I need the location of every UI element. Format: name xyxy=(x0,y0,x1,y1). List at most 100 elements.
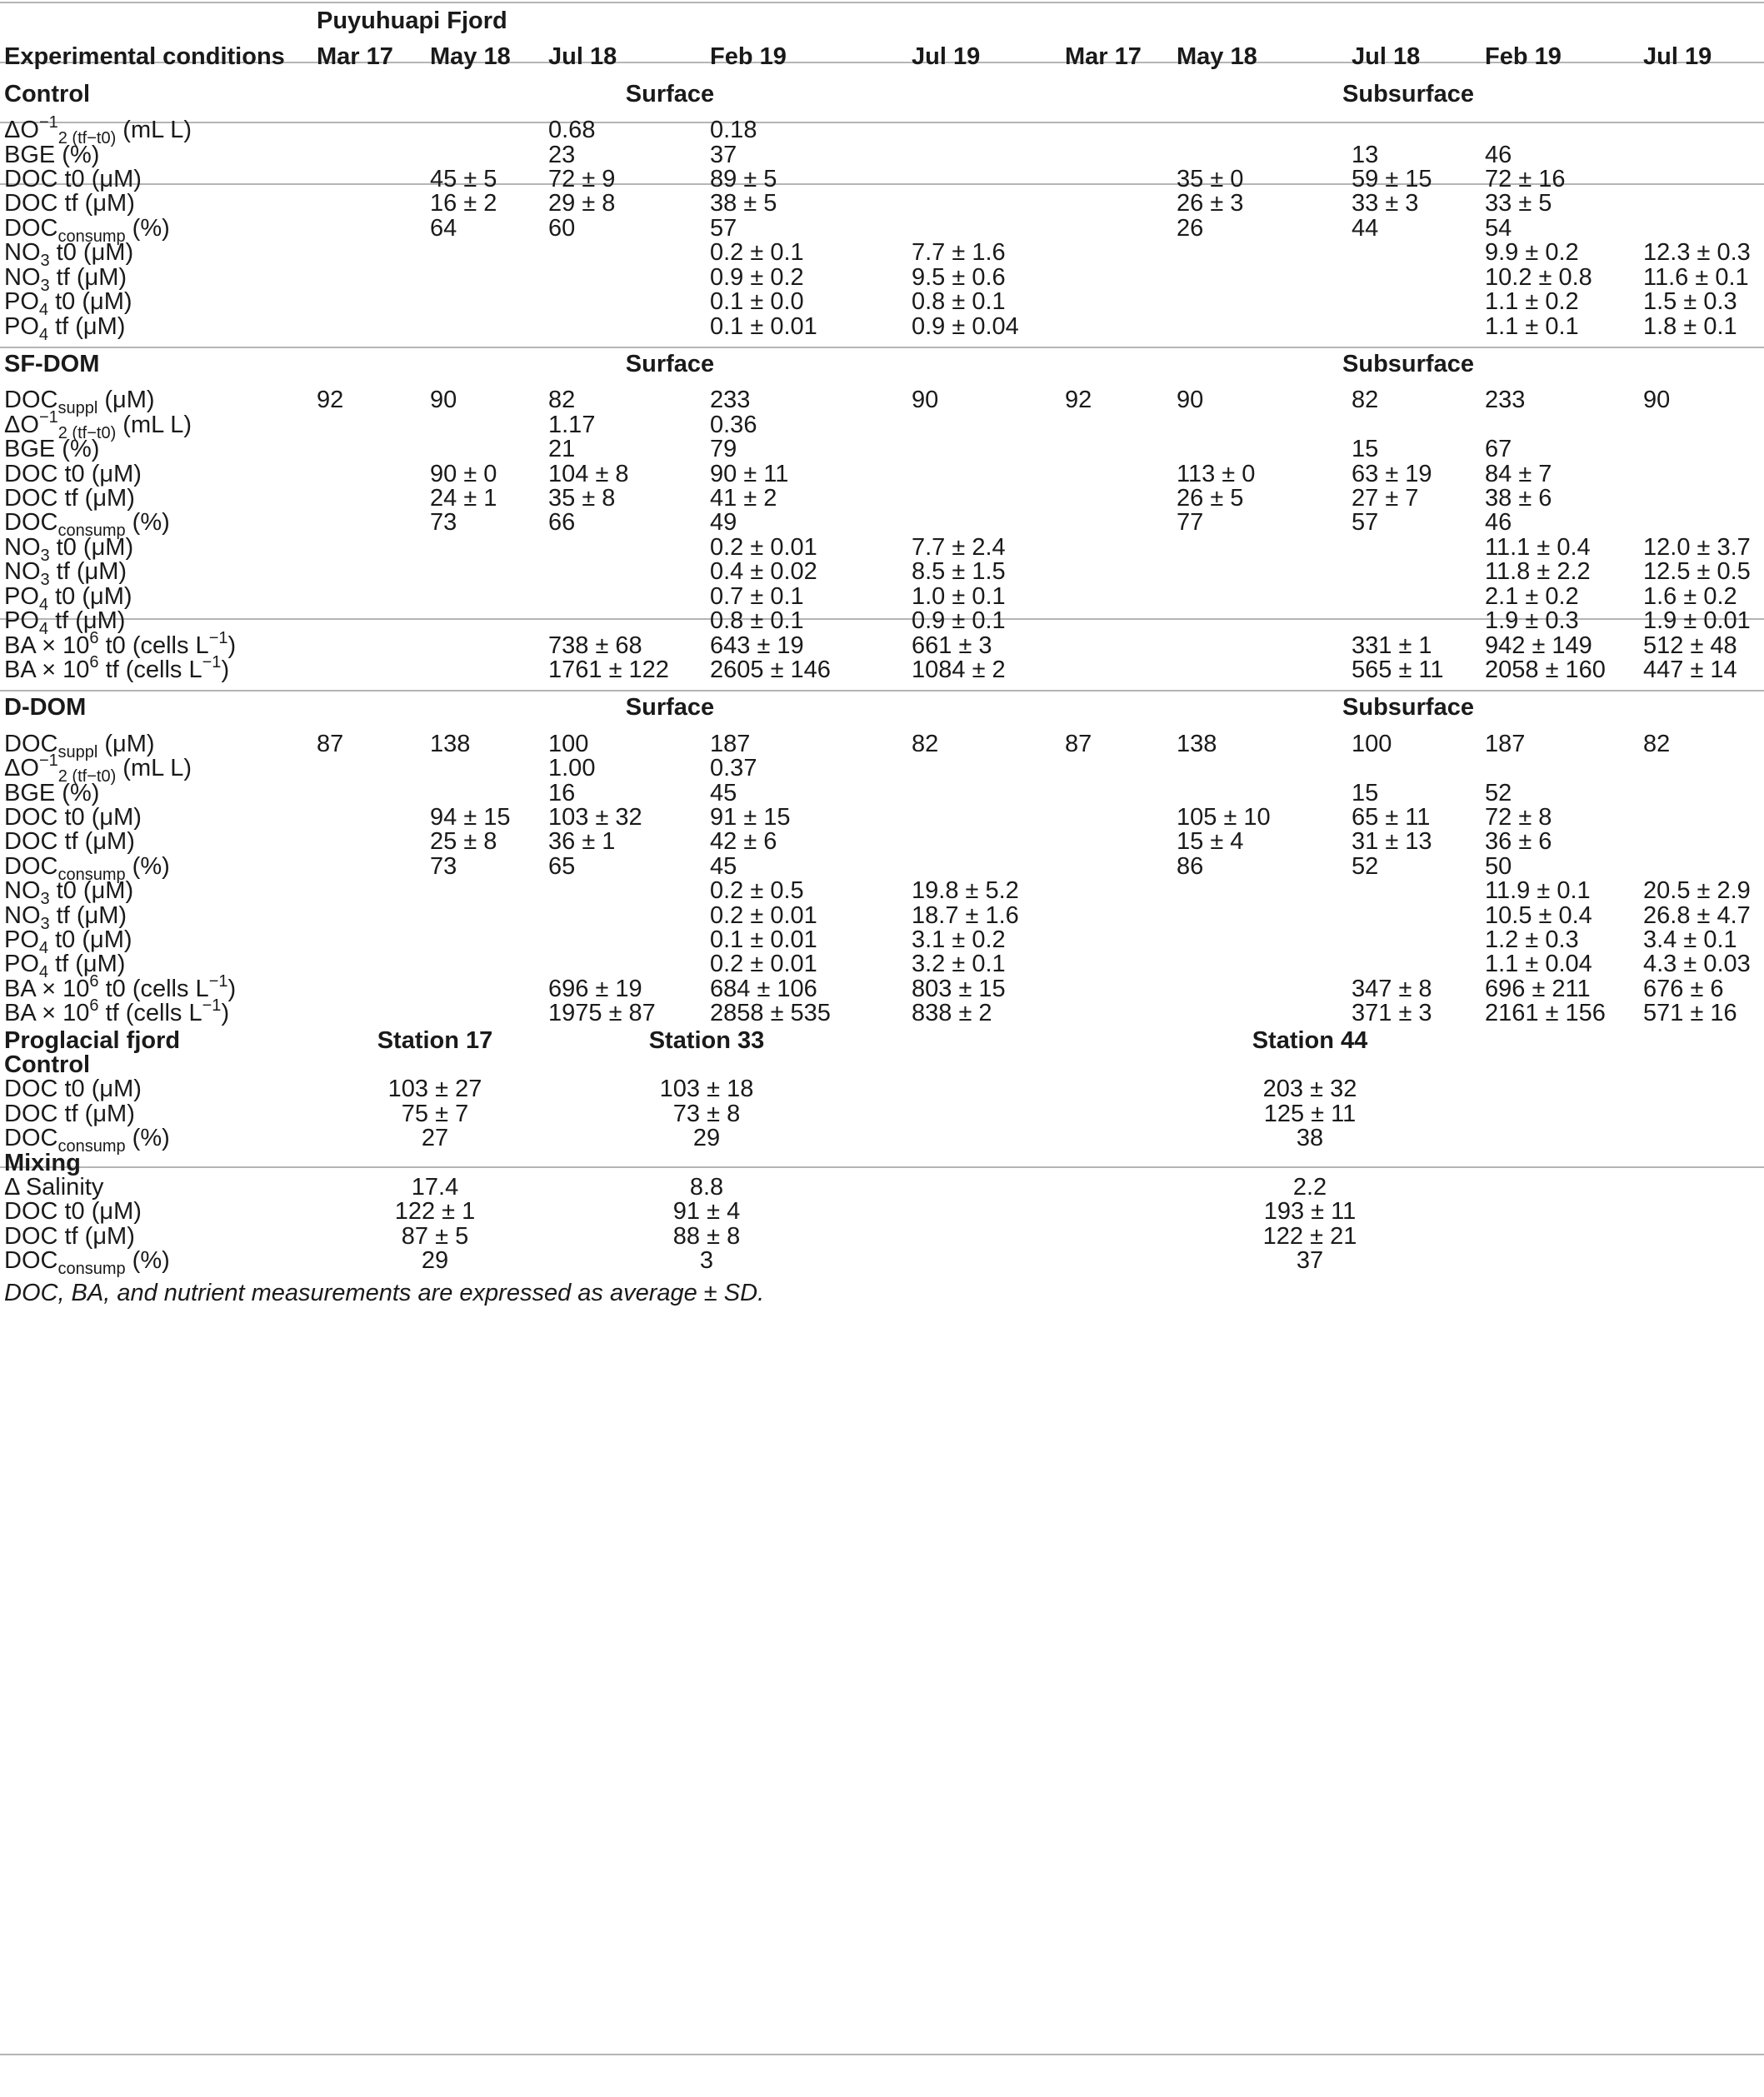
table-cell: 15 ± 4 xyxy=(1177,828,1244,855)
row-label: ΔO−12 (tf−t0) (mL L) xyxy=(4,408,192,442)
table-cell: 0.2 ± 0.01 xyxy=(710,902,817,929)
table-cell: 16 xyxy=(548,780,576,806)
row-label: BA × 106 tf (cells L−1) xyxy=(4,996,230,1026)
header-month: Jul 18 xyxy=(1352,43,1421,70)
header-month: May 18 xyxy=(430,43,511,70)
table-cell: 11.9 ± 0.1 xyxy=(1485,877,1591,904)
table-cell: 46 xyxy=(1485,509,1512,536)
table-cell: 696 ± 19 xyxy=(548,976,642,1002)
table-cell: 90 xyxy=(912,387,939,413)
section-rule xyxy=(0,347,1764,348)
row-label: DOCsuppl (μM) xyxy=(4,387,155,417)
table-cell: 0.9 ± 0.04 xyxy=(912,313,1019,340)
header-month: Mar 17 xyxy=(1065,43,1142,70)
table-cell: 45 xyxy=(710,780,737,806)
table-cell: 31 ± 13 xyxy=(1352,828,1432,855)
table-cell: 0.8 ± 0.1 xyxy=(710,607,804,634)
layer-subsurface: Subsurface xyxy=(1342,694,1474,721)
table-cell: 17.4 xyxy=(411,1174,459,1201)
row-label: NO3 t0 (μM) xyxy=(4,239,134,270)
table-cell: 9.5 ± 0.6 xyxy=(912,264,1006,291)
table-cell: 66 xyxy=(548,509,576,536)
table-cell: 18.7 ± 1.6 xyxy=(912,902,1019,929)
table-cell: 72 ± 8 xyxy=(1485,804,1552,831)
table-cell: 12.3 ± 0.3 xyxy=(1643,239,1751,266)
table-cell: 738 ± 68 xyxy=(548,632,642,659)
row-label: NO3 t0 (μM) xyxy=(4,877,134,908)
title-rule xyxy=(0,62,1764,63)
table-cell: 676 ± 6 xyxy=(1643,976,1724,1002)
table-cell: 1.2 ± 0.3 xyxy=(1485,926,1579,953)
table-cell: 50 xyxy=(1485,853,1512,880)
table-cell: 13 xyxy=(1352,142,1379,168)
row-label: DOC t0 (μM) xyxy=(4,461,142,487)
header-rule xyxy=(0,122,1764,123)
footnote: DOC, BA, and nutrient measurements are e… xyxy=(4,1280,765,1306)
proglacial-title: Proglacial fjord xyxy=(4,1027,181,1054)
table-cell: 57 xyxy=(710,215,737,242)
table-cell: 233 xyxy=(1485,387,1526,413)
table-cell: 1.9 ± 0.01 xyxy=(1643,607,1751,634)
table-cell: 0.2 ± 0.1 xyxy=(710,239,804,266)
section-name: SF-DOM xyxy=(4,351,100,377)
table-cell: 90 xyxy=(430,387,457,413)
table-cell: 0.2 ± 0.01 xyxy=(710,534,817,561)
table-cell: 371 ± 3 xyxy=(1352,1000,1432,1026)
table-cell: 1.5 ± 0.3 xyxy=(1643,288,1737,315)
row-label: PO4 tf (μM) xyxy=(4,951,126,981)
layer-subsurface: Subsurface xyxy=(1342,81,1474,107)
row-label: BGE (%) xyxy=(4,436,100,462)
table-cell: 0.37 xyxy=(710,755,757,781)
table-cell: 103 ± 27 xyxy=(387,1076,482,1102)
table-cell: 104 ± 8 xyxy=(548,461,629,487)
table-cell: 138 xyxy=(430,731,471,757)
table-cell: 63 ± 19 xyxy=(1352,461,1432,487)
table-cell: 26 ± 5 xyxy=(1177,485,1244,512)
row-label: BGE (%) xyxy=(4,780,100,806)
table-cell: 38 ± 6 xyxy=(1485,485,1552,512)
table-cell: 19.8 ± 5.2 xyxy=(912,877,1019,904)
table-cell: 447 ± 14 xyxy=(1643,657,1737,683)
table-cell: 2161 ± 156 xyxy=(1485,1000,1606,1026)
table-cell: 84 ± 7 xyxy=(1485,461,1552,487)
station-header: Station 44 xyxy=(1252,1027,1368,1054)
table-cell: 0.9 ± 0.2 xyxy=(710,264,804,291)
table-cell: 94 ± 15 xyxy=(430,804,511,831)
row-label: PO4 t0 (μM) xyxy=(4,583,132,614)
table-cell: 942 ± 149 xyxy=(1485,632,1592,659)
row-label: DOC tf (μM) xyxy=(4,190,135,217)
row-label: ΔO−12 (tf−t0) (mL L) xyxy=(4,751,192,786)
table-cell: 3.2 ± 0.1 xyxy=(912,951,1006,977)
table-cell: 2.1 ± 0.2 xyxy=(1485,583,1579,610)
row-label: PO4 tf (μM) xyxy=(4,313,126,344)
header-month: Jul 19 xyxy=(1643,43,1712,70)
table-cell: 64 xyxy=(430,215,457,242)
table-cell: 16 ± 2 xyxy=(430,190,497,217)
table-cell: 90 xyxy=(1177,387,1204,413)
row-label: DOCconsump (%) xyxy=(4,215,170,246)
row-label: BA × 106 t0 (cells L−1) xyxy=(4,972,237,1002)
table-cell: 1.0 ± 0.1 xyxy=(912,583,1006,610)
table-cell: 2858 ± 535 xyxy=(710,1000,831,1026)
row-label: NO3 tf (μM) xyxy=(4,902,127,933)
table-cell: 0.18 xyxy=(710,117,757,143)
table-cell: 4.3 ± 0.03 xyxy=(1643,951,1751,977)
table-cell: 37 xyxy=(1296,1247,1324,1274)
row-label: BA × 106 tf (cells L−1) xyxy=(4,653,230,683)
table-cell: 21 xyxy=(548,436,576,462)
table-cell: 103 ± 18 xyxy=(659,1076,754,1102)
row-label: DOC t0 (μM) xyxy=(4,166,142,192)
table-cell: 92 xyxy=(1065,387,1092,413)
table-cell: 42 ± 6 xyxy=(710,828,777,855)
table-cell: 0.1 ± 0.0 xyxy=(710,288,804,315)
table-cell: 125 ± 11 xyxy=(1263,1101,1357,1127)
table-bottom-rule xyxy=(0,2054,1764,2055)
table-cell: 73 xyxy=(430,853,457,880)
table-cell: 331 ± 1 xyxy=(1352,632,1432,659)
table-cell: 59 ± 15 xyxy=(1352,166,1432,192)
table-title: Puyuhuapi Fjord xyxy=(317,7,507,34)
table-cell: 46 xyxy=(1485,142,1512,168)
table-cell: 0.7 ± 0.1 xyxy=(710,583,804,610)
table-cell: 88 ± 8 xyxy=(672,1223,741,1250)
